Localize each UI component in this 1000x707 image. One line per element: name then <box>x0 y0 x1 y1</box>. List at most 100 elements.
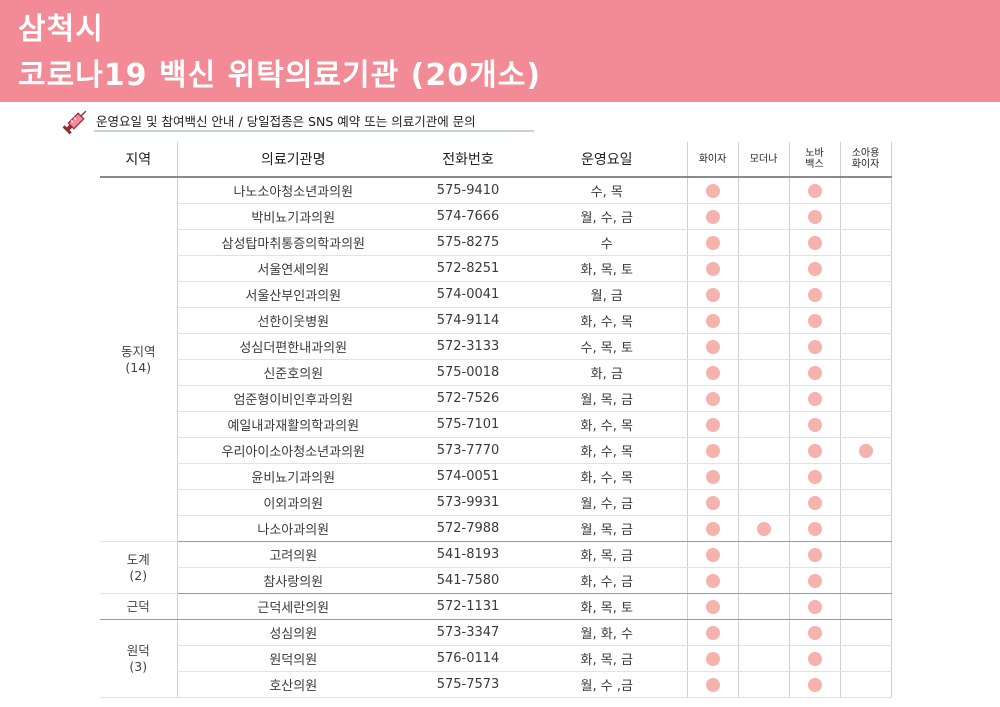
moderna-cell <box>738 541 790 568</box>
days-cell: 화, 금 <box>527 359 688 386</box>
days-cell: 화, 수, 목 <box>527 307 688 334</box>
kids-pfizer-cell <box>840 281 892 308</box>
days-cell: 화, 수, 목 <box>527 463 688 490</box>
days-cell: 화, 수, 목 <box>527 437 688 464</box>
novavax-cell <box>789 411 841 438</box>
syringe-icon <box>60 105 92 141</box>
pfizer-cell <box>687 359 739 386</box>
kids-pfizer-cell <box>840 255 892 282</box>
name-header: 의료기관명 <box>177 142 409 178</box>
days-cell: 월, 수 ,금 <box>527 671 688 698</box>
days-cell: 수 <box>527 229 688 256</box>
phone-header: 전화번호 <box>409 142 527 178</box>
pfizer-cell <box>687 255 739 282</box>
moderna-cell <box>738 515 790 542</box>
clinic-table: 지역 의료기관명 전화번호 운영요일 화이자 모더나 노바 백스 소아용 화이자 동지역 (14) 나… <box>100 142 892 698</box>
kids-pfizer-cell <box>840 437 892 464</box>
pfizer-cell <box>687 281 739 308</box>
kids-pfizer-cell <box>840 177 892 204</box>
clinic-name-cell: 고려의원 <box>177 541 409 568</box>
days-cell: 화, 목, 토 <box>527 593 688 620</box>
available-dot-icon <box>807 209 822 224</box>
clinic-name-cell: 성심더편한내과의원 <box>177 333 409 360</box>
available-dot-icon <box>705 547 720 562</box>
pfizer-cell <box>687 515 739 542</box>
kids-pfizer-cell <box>840 541 892 568</box>
table-row: 나소아과의원 572-7988 월, 목, 금 <box>100 515 892 542</box>
novavax-cell <box>789 203 841 230</box>
available-dot-icon <box>705 651 720 666</box>
region-header: 지역 <box>100 142 178 178</box>
clinic-name-cell: 성심의원 <box>177 619 409 646</box>
available-dot-icon <box>705 183 720 198</box>
kids-pfizer-cell <box>840 229 892 256</box>
kids-pfizer-cell <box>840 333 892 360</box>
available-dot-icon <box>807 469 822 484</box>
available-dot-icon <box>705 625 720 640</box>
table-header-row: 지역 의료기관명 전화번호 운영요일 화이자 모더나 노바 백스 소아용 화이자 <box>100 142 892 178</box>
available-dot-icon <box>807 625 822 640</box>
available-dot-icon <box>705 235 720 250</box>
phone-cell: 573-9931 <box>409 489 527 516</box>
phone-cell: 572-8251 <box>409 255 527 282</box>
moderna-cell <box>738 359 790 386</box>
pfizer-cell <box>687 619 739 646</box>
days-cell: 수, 목, 토 <box>527 333 688 360</box>
pfizer-cell <box>687 203 739 230</box>
available-dot-icon <box>807 365 822 380</box>
available-dot-icon <box>705 209 720 224</box>
pfizer-cell <box>687 593 739 620</box>
clinic-name-cell: 호산의원 <box>177 671 409 698</box>
novavax-cell <box>789 437 841 464</box>
available-dot-icon <box>756 521 771 536</box>
available-dot-icon <box>807 313 822 328</box>
available-dot-icon <box>705 443 720 458</box>
pfizer-cell <box>687 437 739 464</box>
available-dot-icon <box>807 339 822 354</box>
available-dot-icon <box>705 391 720 406</box>
kids-pfizer-cell <box>840 307 892 334</box>
available-dot-icon <box>858 443 873 458</box>
novavax-cell <box>789 645 841 672</box>
table-row: 우리아이소아청소년과의원 573-7770 화, 수, 목 <box>100 437 892 464</box>
moderna-cell <box>738 593 790 620</box>
table-row: 원덕의원 576-0114 화, 목, 금 <box>100 645 892 672</box>
novavax-cell <box>789 333 841 360</box>
available-dot-icon <box>807 651 822 666</box>
table-body: 동지역 (14) 나노소아청소년과의원 575-9410 수, 목 박비뇨기과의원 574-… <box>100 177 892 698</box>
phone-cell: 575-7101 <box>409 411 527 438</box>
pfizer-cell <box>687 177 739 204</box>
kids-pfizer-cell <box>840 359 892 386</box>
available-dot-icon <box>705 521 720 536</box>
pfizer-cell <box>687 411 739 438</box>
available-dot-icon <box>807 391 822 406</box>
table-row: 예일내과재활의학과의원 575-7101 화, 수, 목 <box>100 411 892 438</box>
pfizer-cell <box>687 645 739 672</box>
novavax-cell <box>789 567 841 594</box>
days-cell: 수, 목 <box>527 177 688 204</box>
novavax-cell <box>789 255 841 282</box>
city-name: 삼척시 <box>18 12 104 47</box>
novavax-cell <box>789 593 841 620</box>
available-dot-icon <box>807 677 822 692</box>
pfizer-cell <box>687 489 739 516</box>
moderna-cell <box>738 385 790 412</box>
clinic-name-cell: 박비뇨기과의원 <box>177 203 409 230</box>
phone-cell: 576-0114 <box>409 645 527 672</box>
kids-pfizer-cell <box>840 645 892 672</box>
moderna-header: 모더나 <box>738 142 790 178</box>
notice-bar: 운영요일 및 참여백신 안내 / 당일접종은 SNS 예약 또는 의료기관에 문… <box>60 103 540 137</box>
kids-pfizer-header: 소아용 화이자 <box>840 142 892 178</box>
kids-pfizer-cell <box>840 463 892 490</box>
pfizer-cell <box>687 333 739 360</box>
phone-cell: 541-8193 <box>409 541 527 568</box>
table-row: 윤비뇨기과의원 574-0051 화, 수, 목 <box>100 463 892 490</box>
phone-cell: 575-0018 <box>409 359 527 386</box>
moderna-cell <box>738 671 790 698</box>
clinic-name-cell: 엄준형이비인후과의원 <box>177 385 409 412</box>
pfizer-cell <box>687 671 739 698</box>
days-cell: 월, 목, 금 <box>527 385 688 412</box>
moderna-cell <box>738 281 790 308</box>
region-cell: 동지역 (14) <box>100 177 178 542</box>
novavax-cell <box>789 463 841 490</box>
